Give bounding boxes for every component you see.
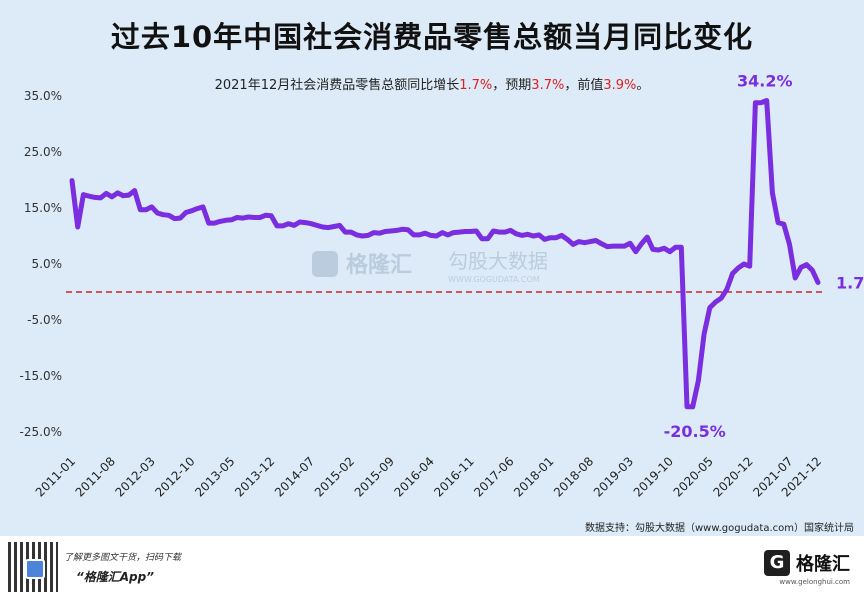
footer: 了解更多图文干货，扫码下载 “格隆汇App” G 格隆汇 www.gelongh…: [0, 536, 864, 598]
y-tick-label: 25.0%: [24, 145, 62, 159]
x-tick-label: 2014-07: [272, 454, 317, 499]
y-tick-label: 35.0%: [24, 89, 62, 103]
x-tick-label: 2016-04: [392, 454, 437, 499]
y-tick-label: -15.0%: [20, 369, 62, 383]
data-label: 34.2%: [737, 71, 793, 90]
brand-logo: G 格隆汇: [764, 550, 850, 576]
subtitle-expected: 3.7%: [531, 78, 565, 93]
annotations: 34.2% -20.5% 1.7%: [664, 71, 864, 440]
x-tick-label: 2017-06: [471, 454, 516, 499]
data-label: 1.7%: [836, 273, 864, 292]
data-source: 数据支持：勾股大数据（www.gogudata.com）国家统计局: [584, 523, 854, 534]
footer-app-name: “格隆汇App”: [76, 570, 154, 584]
watermark-url: WWW.GOGUDATA.COM: [448, 275, 540, 284]
brand-g-icon: G: [764, 550, 790, 576]
x-axis: 2011-012011-082012-032012-102013-052013-…: [33, 454, 824, 499]
x-tick-label: 2013-05: [192, 454, 237, 499]
x-tick-label: 2019-03: [591, 454, 636, 499]
x-tick-label: 2016-11: [431, 454, 476, 499]
subtitle-mid2: ，前值: [564, 78, 604, 93]
x-tick-label: 2015-02: [312, 454, 357, 499]
x-tick-label: 2018-01: [511, 454, 556, 499]
x-tick-label: 2011-08: [73, 454, 118, 499]
subtitle-mid1: ，预期: [492, 78, 532, 93]
subtitle-suffix: 。: [636, 78, 650, 93]
x-tick-label: 2012-03: [112, 454, 157, 499]
watermark-logo-icon: [312, 251, 338, 277]
subtitle-prefix: 2021年12月社会消费品零售总额同比增长: [214, 78, 460, 93]
x-tick-label: 2020-05: [671, 454, 716, 499]
x-tick-label: 2013-12: [232, 454, 277, 499]
watermark-brand: 格隆汇: [346, 252, 412, 278]
y-tick-label: -5.0%: [27, 313, 62, 327]
line-chart: 格隆汇 勾股大数据 WWW.GOGUDATA.COM 35.0% 25.0% 15.…: [20, 71, 864, 499]
data-label: -20.5%: [664, 422, 726, 441]
subtitle-actual: 1.7%: [459, 78, 493, 93]
brand-name: 格隆汇: [796, 554, 850, 575]
brand-url: www.gelonghui.com: [779, 578, 850, 586]
y-tick-label: -25.0%: [20, 425, 62, 439]
watermark-product: 勾股大数据: [448, 249, 548, 273]
y-tick-label: 5.0%: [32, 257, 63, 271]
x-tick-label: 2015-09: [352, 454, 397, 499]
x-tick-label: 2012-10: [152, 454, 197, 499]
subtitle-previous: 3.9%: [603, 78, 637, 93]
chart-title: 过去10年中国社会消费品零售总额当月同比变化: [110, 20, 754, 54]
watermark: 格隆汇 勾股大数据 WWW.GOGUDATA.COM: [312, 249, 548, 284]
footer-note: 了解更多图文干货，扫码下载: [64, 553, 182, 563]
y-tick-label: 15.0%: [24, 201, 62, 215]
x-tick-label: 2020-12: [710, 454, 755, 499]
series-line: [69, 98, 821, 410]
y-axis: 35.0% 25.0% 15.0% 5.0% -5.0% -15.0% -25.0%: [20, 89, 62, 439]
chart-subtitle: 2021年12月社会消费品零售总额同比增长1.7%，预期3.7%，前值3.9%。: [0, 74, 864, 93]
x-tick-label: 2018-08: [551, 454, 596, 499]
qr-code-icon[interactable]: [8, 542, 58, 592]
x-tick-label: 2011-01: [33, 454, 78, 499]
x-tick-label: 2019-10: [631, 454, 676, 499]
